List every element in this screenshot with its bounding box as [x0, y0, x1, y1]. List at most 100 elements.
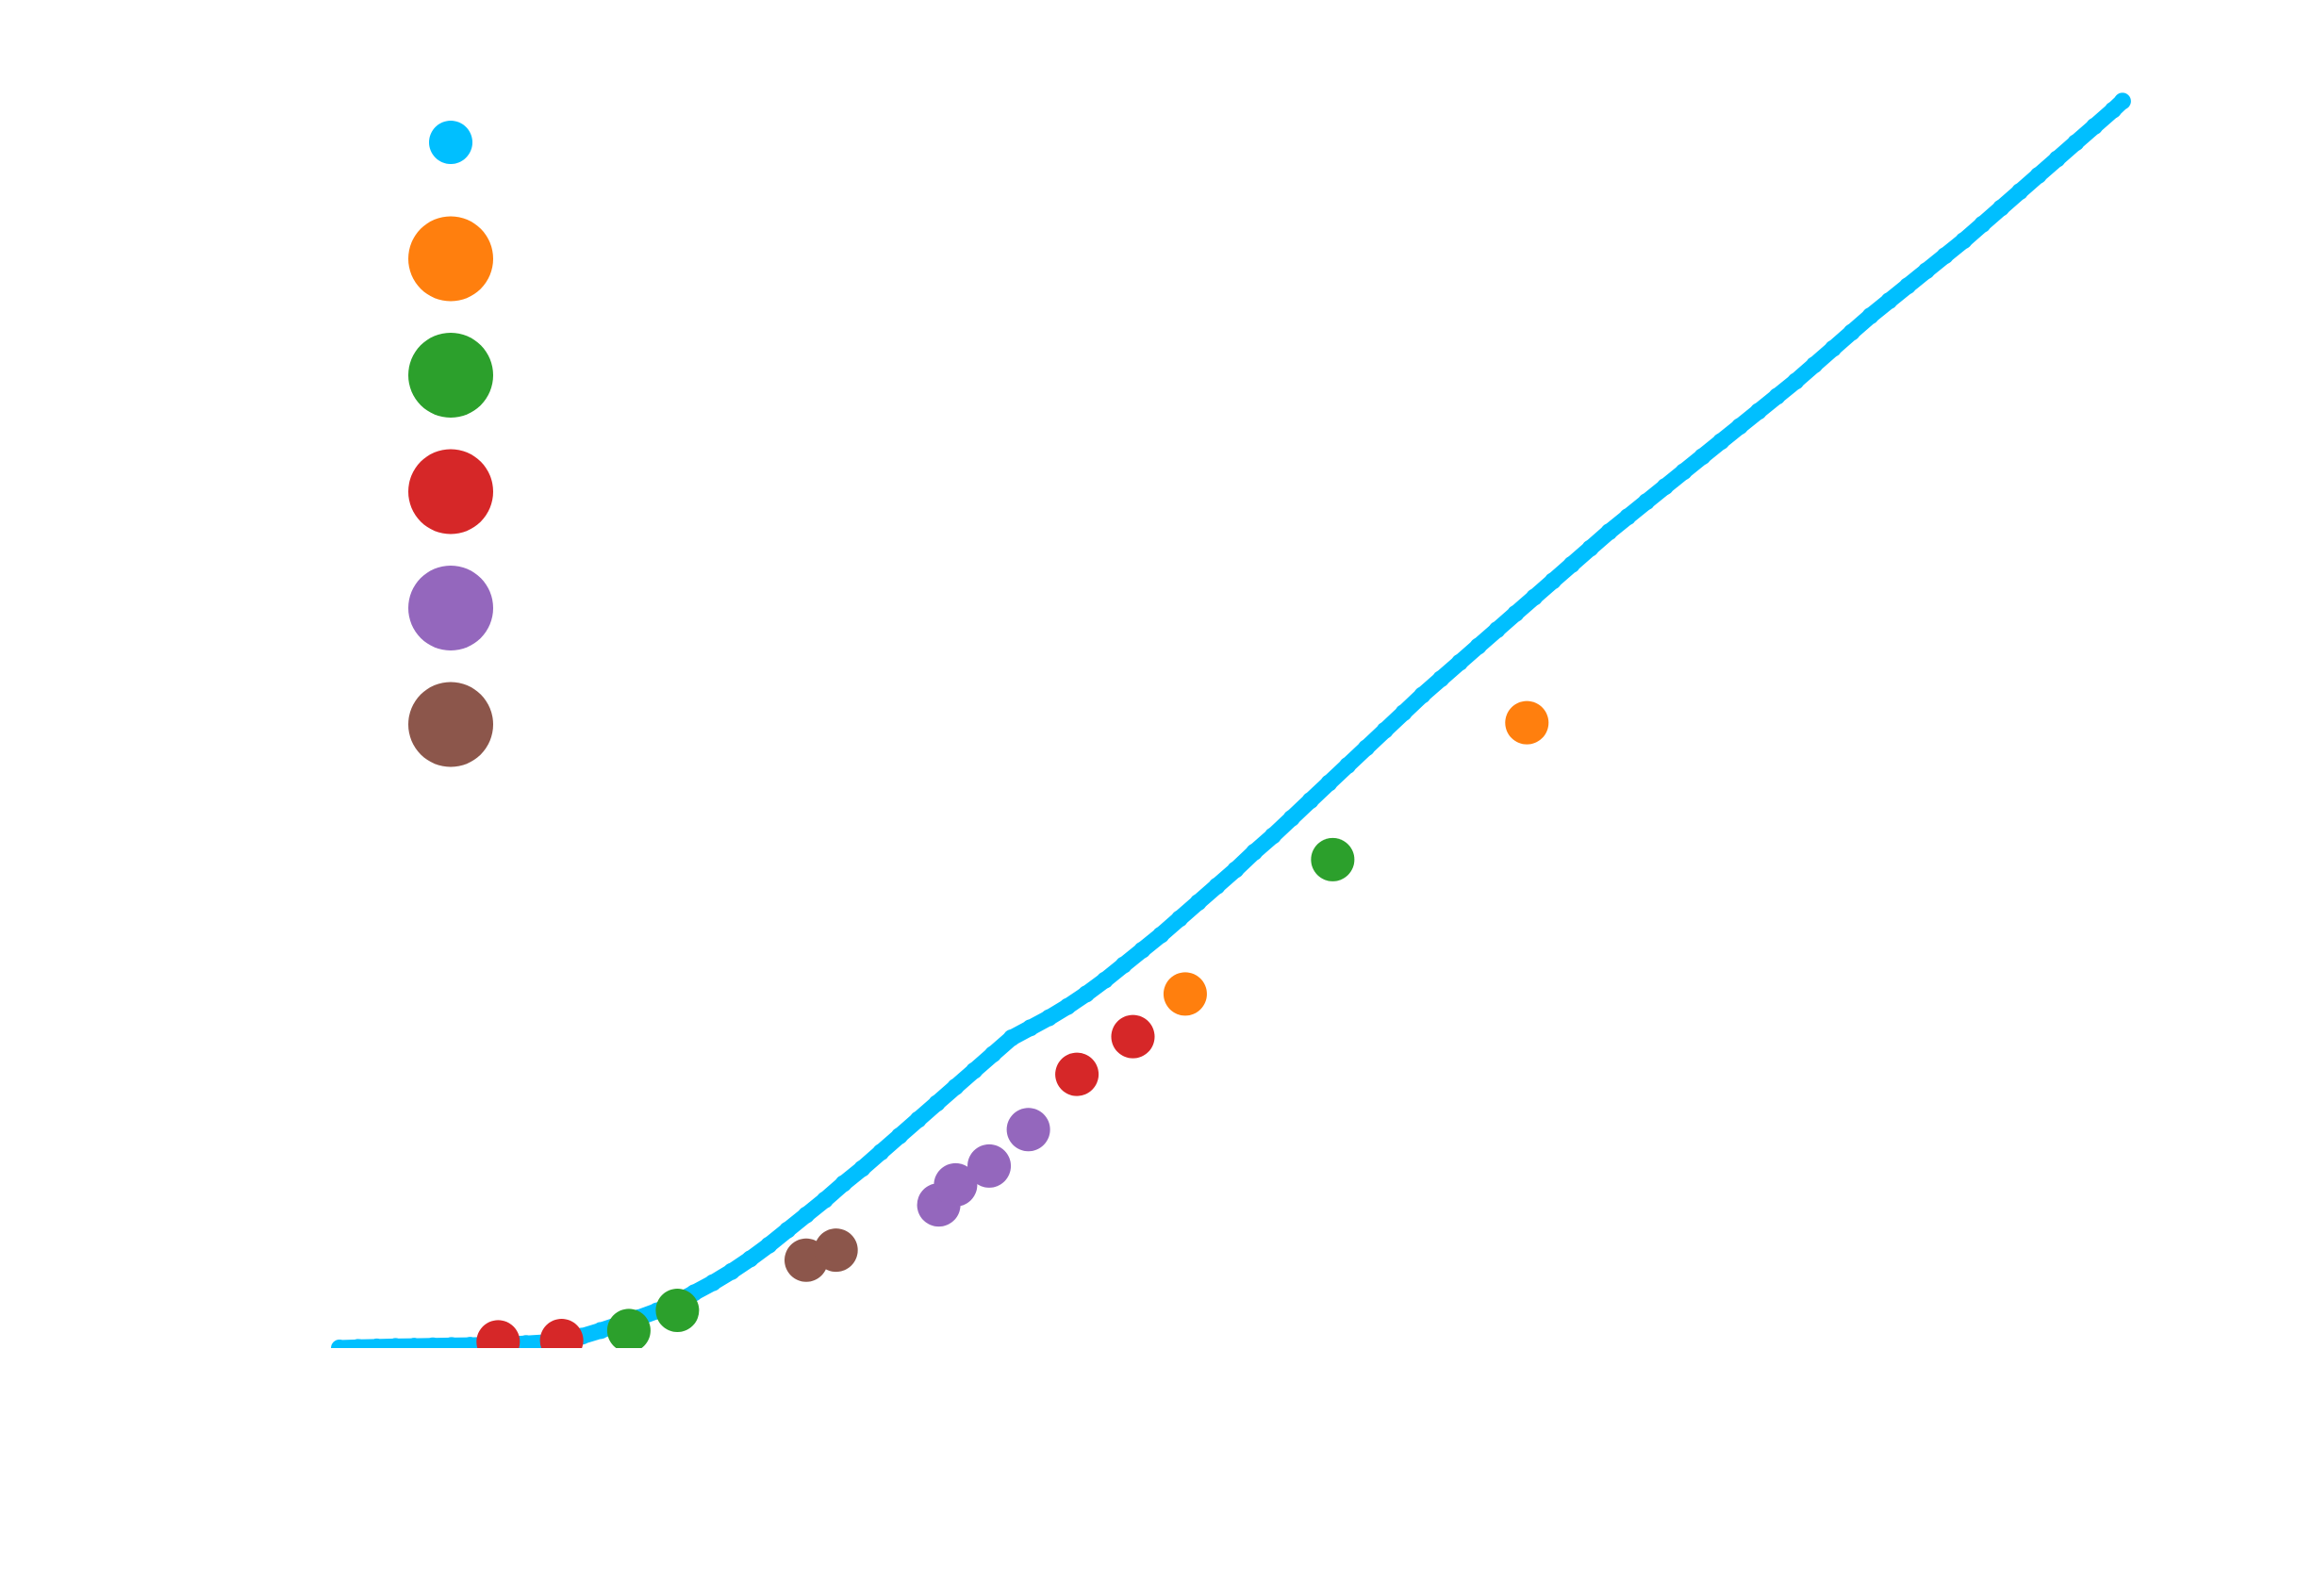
- series-4-point-1: [934, 1162, 978, 1207]
- series-0-point-10: [518, 1335, 535, 1348]
- series-0-point-23: [760, 1236, 778, 1254]
- series-0-point-78: [1787, 372, 1805, 390]
- series-0-point-63: [1507, 604, 1525, 622]
- series-0-point-43: [1133, 941, 1151, 959]
- series-0-point-1: [349, 1339, 367, 1348]
- series-3: [476, 1014, 1155, 1348]
- series-0-point-26: [816, 1191, 834, 1209]
- legend-marker-2: [408, 333, 493, 418]
- series-2: [606, 837, 1355, 1348]
- series-0-point-20: [704, 1274, 721, 1292]
- series-0-point-40: [1078, 985, 1095, 1003]
- series-0-point-56: [1376, 721, 1394, 739]
- series-0-point-57: [1395, 704, 1413, 722]
- series-0-point-60: [1451, 653, 1468, 671]
- series-3-point-0: [476, 1320, 521, 1348]
- series-0-point-74: [1712, 433, 1730, 451]
- series-4-point-2: [967, 1144, 1012, 1188]
- legend-marker-0: [429, 121, 472, 164]
- series-0-point-79: [1806, 356, 1824, 374]
- series-0-point-75: [1731, 418, 1748, 436]
- series-0-point-34: [966, 1061, 983, 1079]
- series-2-point-0: [606, 1308, 651, 1348]
- series-0-point-80: [1825, 339, 1842, 357]
- series-2-point-2: [1311, 837, 1355, 881]
- series-0-point-71: [1656, 478, 1674, 496]
- series-0-point-83: [1880, 292, 1898, 310]
- series-0-point-89: [1992, 199, 2010, 217]
- series-0-point-77: [1768, 387, 1786, 405]
- series-0-point-52: [1301, 792, 1319, 810]
- series-0-point-70: [1638, 493, 1655, 511]
- series-0-point-87: [1955, 232, 1973, 250]
- series-0-point-2: [368, 1338, 386, 1348]
- series-3-point-3: [1111, 1014, 1155, 1059]
- series-0-point-29: [872, 1144, 890, 1161]
- series-0-point-42: [1115, 956, 1132, 974]
- series-0-point-55: [1358, 739, 1375, 757]
- series-0-point-90: [2011, 183, 2028, 201]
- series-1-point-0: [1163, 972, 1207, 1016]
- series-0-point-96: [2113, 92, 2131, 110]
- legend-marker-5: [408, 682, 493, 767]
- series-3-point-1: [539, 1319, 584, 1348]
- series-0-point-88: [1974, 215, 1991, 233]
- series-0-point-7: [461, 1337, 479, 1348]
- series-0-point-62: [1488, 621, 1506, 639]
- series-0-point-3: [387, 1338, 405, 1348]
- series-0-point-81: [1843, 323, 1860, 341]
- series-4-point-3: [1006, 1108, 1050, 1152]
- series-0-point-31: [909, 1111, 927, 1128]
- series-0-point-49: [1246, 843, 1264, 861]
- series-0-point-25: [798, 1206, 815, 1224]
- series-0-point-14: [592, 1322, 610, 1340]
- series-0-point-67: [1581, 539, 1599, 557]
- series-0-point-46: [1189, 894, 1207, 912]
- series-0-point-28: [853, 1160, 871, 1177]
- series-0-point-47: [1208, 877, 1226, 895]
- series-1: [1163, 700, 1549, 1016]
- series-4: [917, 1108, 1050, 1227]
- series-0-point-65: [1545, 572, 1562, 590]
- series-0-point-27: [835, 1175, 852, 1193]
- series-3-point-2: [1055, 1052, 1099, 1096]
- series-0-point-35: [984, 1045, 1001, 1063]
- series-0-point-38: [1040, 1009, 1058, 1027]
- series-0-point-37: [1021, 1019, 1039, 1037]
- series-0-point-41: [1096, 971, 1114, 989]
- series-0-point-82: [1861, 307, 1879, 325]
- series-0-point-45: [1171, 910, 1188, 928]
- series-0-point-44: [1152, 926, 1170, 944]
- series-0-point-54: [1339, 756, 1357, 774]
- legend-marker-3: [408, 449, 493, 535]
- series-0-point-86: [1936, 247, 1954, 265]
- series-0-point-33: [947, 1078, 965, 1095]
- series-0-point-21: [722, 1262, 740, 1280]
- legend: [408, 121, 493, 767]
- legend-marker-4: [408, 566, 493, 650]
- series-2-point-1: [655, 1289, 700, 1333]
- series-0-point-92: [2048, 150, 2066, 168]
- series-0-point-84: [1899, 277, 1917, 295]
- series-0-point-0: [331, 1340, 348, 1348]
- series-0-point-91: [2029, 166, 2047, 184]
- series-0-point-61: [1469, 637, 1487, 655]
- series-0-point-51: [1282, 809, 1300, 827]
- series-5: [785, 1228, 858, 1282]
- series-0-point-73: [1694, 448, 1711, 466]
- series-0-point-50: [1264, 827, 1281, 845]
- series-0-point-66: [1562, 555, 1580, 573]
- series-0-point-59: [1432, 670, 1450, 688]
- series-0-point-64: [1526, 588, 1544, 606]
- series-0-point-30: [891, 1127, 908, 1144]
- series-0-point-4: [405, 1338, 423, 1348]
- series-0-point-76: [1749, 403, 1767, 420]
- series-0-point-24: [779, 1221, 797, 1239]
- series-5-point-1: [814, 1228, 858, 1273]
- series-0-point-85: [1918, 262, 1935, 280]
- plot-area: [331, 92, 2131, 1348]
- series-0-point-94: [2086, 117, 2104, 135]
- legend-marker-1: [408, 216, 493, 302]
- series-0-point-22: [741, 1250, 759, 1268]
